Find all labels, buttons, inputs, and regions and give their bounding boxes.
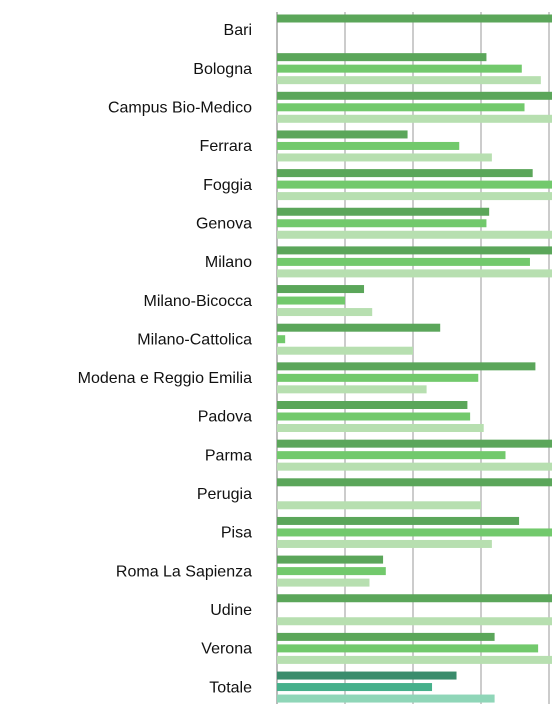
- bar: [277, 207, 490, 216]
- bar: [277, 462, 552, 471]
- bar: [277, 219, 487, 228]
- y-tick-label: Perugia: [197, 486, 252, 503]
- bar: [277, 451, 506, 460]
- bar: [277, 153, 492, 162]
- y-tick-label: Parma: [205, 447, 252, 464]
- bar: [277, 555, 384, 564]
- y-tick-label: Foggia: [203, 177, 252, 194]
- bar: [277, 401, 468, 409]
- bar: [277, 257, 530, 266]
- bar: [277, 180, 552, 189]
- y-tick-label: Totale: [209, 679, 252, 696]
- bar: [277, 516, 520, 525]
- y-tick-label: Milano-Cattolica: [137, 331, 252, 348]
- bar: [277, 424, 484, 432]
- bar: [277, 296, 345, 305]
- bar: [277, 385, 427, 394]
- y-tick-label: Roma La Sapienza: [116, 563, 252, 580]
- bar: [277, 246, 552, 255]
- bar: [277, 335, 286, 344]
- y-tick-label: Milano-Bicocca: [144, 293, 253, 310]
- bar: [277, 373, 479, 382]
- y-tick-label: Pisa: [221, 525, 252, 542]
- y-tick-label: Campus Bio-Medico: [108, 100, 252, 117]
- bar: [277, 285, 365, 294]
- bar: [277, 169, 533, 178]
- bar: [277, 323, 441, 332]
- bar: [277, 539, 492, 548]
- bar: [277, 362, 536, 371]
- bar: [277, 141, 460, 150]
- bar: [277, 103, 525, 112]
- bar: [277, 346, 413, 355]
- bar: [277, 64, 522, 73]
- bar: [277, 655, 552, 664]
- bar: [277, 528, 552, 537]
- bar: [277, 412, 471, 421]
- bar: [277, 694, 495, 703]
- bar: [277, 53, 487, 62]
- bar: [277, 594, 552, 603]
- bar: [277, 644, 539, 653]
- y-tick-label: Udine: [210, 602, 252, 619]
- bar: [277, 439, 552, 448]
- bar: [277, 578, 370, 587]
- y-tick-label: Modena e Reggio Emilia: [78, 370, 252, 387]
- bar: [277, 192, 552, 201]
- bar: [277, 671, 457, 680]
- y-tick-label: Genova: [196, 215, 252, 232]
- bar: [277, 501, 481, 510]
- y-tick-label: Padova: [198, 409, 252, 426]
- y-tick-label: Bari: [224, 22, 252, 39]
- y-tick-label: Verona: [201, 641, 252, 658]
- bar: [277, 478, 552, 487]
- bar: [277, 130, 408, 139]
- bar: [277, 76, 541, 85]
- bar: [277, 683, 433, 692]
- bar: [277, 230, 552, 239]
- y-tick-label: Bologna: [193, 61, 252, 78]
- y-tick-label: Milano: [205, 254, 252, 271]
- bar: [277, 14, 552, 23]
- bar: [277, 617, 552, 626]
- bar: [277, 632, 495, 641]
- bar: [277, 269, 552, 278]
- bar: [277, 567, 386, 576]
- bar: [277, 308, 373, 317]
- bar: [277, 114, 552, 123]
- bar: [277, 91, 552, 100]
- y-tick-label: Ferrara: [200, 138, 253, 155]
